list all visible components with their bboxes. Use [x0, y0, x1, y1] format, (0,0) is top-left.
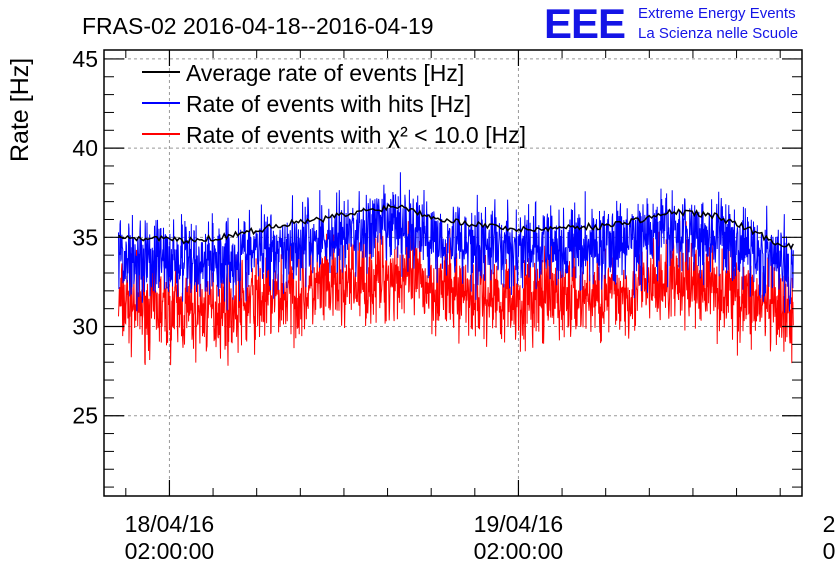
eee-logo-line2: La Scienza nelle Scuole [638, 25, 798, 42]
data-series [118, 172, 794, 366]
y-tick-label: 40 [72, 135, 98, 161]
x-tick-time: 02:00:00 [125, 538, 215, 564]
legend-label-average: Average rate of events [Hz] [186, 60, 464, 86]
legend: Average rate of events [Hz] Rate of even… [142, 60, 526, 148]
plot-frame [103, 49, 803, 497]
y-tick-labels: 25 30 35 40 45 [72, 46, 98, 429]
series-line-2 [118, 220, 794, 366]
legend-label-chi2: Rate of events with χ² < 10.0 [Hz] [186, 122, 526, 148]
x-tick-time: 02:00:00 [823, 538, 836, 564]
x-tick-date: 19/04/16 [474, 511, 564, 537]
x-tick-labels: 18/04/1602:00:0019/04/1602:00:0020/04/16… [125, 511, 836, 564]
axis-ticks [104, 50, 802, 496]
y-tick-label: 30 [72, 314, 98, 340]
eee-logo-line1: Extreme Energy Events [638, 5, 796, 22]
eee-logo: EEE Extreme Energy Events La Scienza nel… [544, 0, 798, 47]
series-line-average [118, 203, 794, 251]
y-tick-label: 25 [72, 403, 98, 429]
series-line-1 [118, 172, 794, 313]
x-tick-date: 20/04/16 [823, 511, 836, 537]
y-axis-label: Rate [Hz] [6, 58, 34, 162]
eee-logo-mark: EEE [544, 0, 625, 47]
legend-label-hits: Rate of events with hits [Hz] [186, 91, 471, 117]
y-tick-label: 45 [72, 46, 98, 72]
y-tick-label: 35 [72, 224, 98, 250]
x-tick-time: 02:00:00 [474, 538, 564, 564]
x-tick-date: 18/04/16 [125, 511, 215, 537]
chart-title: FRAS-02 2016-04-18--2016-04-19 [82, 13, 434, 39]
